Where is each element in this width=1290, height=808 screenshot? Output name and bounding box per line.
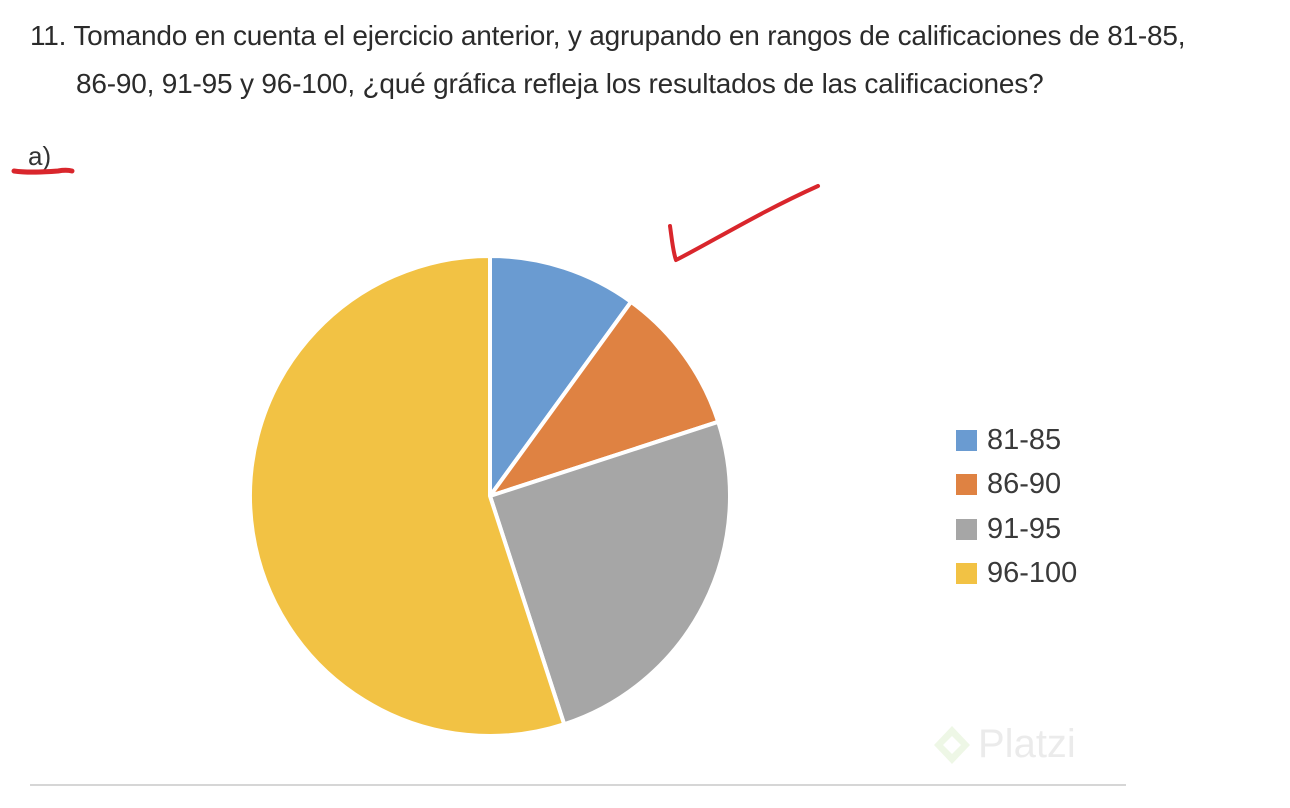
red-underline-annotation: [10, 162, 80, 182]
chart-legend: 81-85 86-90 91-95 96-100: [956, 418, 1077, 596]
watermark-text: Platzi: [978, 722, 1076, 767]
divider: [30, 784, 1126, 786]
legend-item-96-100: 96-100: [956, 552, 1077, 597]
legend-item-86-90: 86-90: [956, 463, 1077, 508]
legend-swatch: [956, 474, 977, 495]
platzi-watermark: Platzi: [930, 722, 1076, 767]
question-text: 11. Tomando en cuenta el ejercicio anter…: [30, 12, 1270, 108]
legend-label: 96-100: [987, 557, 1077, 590]
legend-label: 81-85: [987, 424, 1061, 457]
legend-swatch: [956, 519, 977, 540]
legend-label: 86-90: [987, 468, 1061, 501]
legend-swatch: [956, 430, 977, 451]
legend-item-81-85: 81-85: [956, 418, 1077, 463]
question-line-2: 86-90, 91-95 y 96-100, ¿qué gráfica refl…: [30, 60, 1270, 108]
legend-item-91-95: 91-95: [956, 507, 1077, 552]
question-line-1: 11. Tomando en cuenta el ejercicio anter…: [30, 20, 1185, 51]
pie-chart: [240, 250, 740, 750]
legend-swatch: [956, 563, 977, 584]
platzi-logo-icon: [930, 723, 974, 767]
legend-label: 91-95: [987, 513, 1061, 546]
